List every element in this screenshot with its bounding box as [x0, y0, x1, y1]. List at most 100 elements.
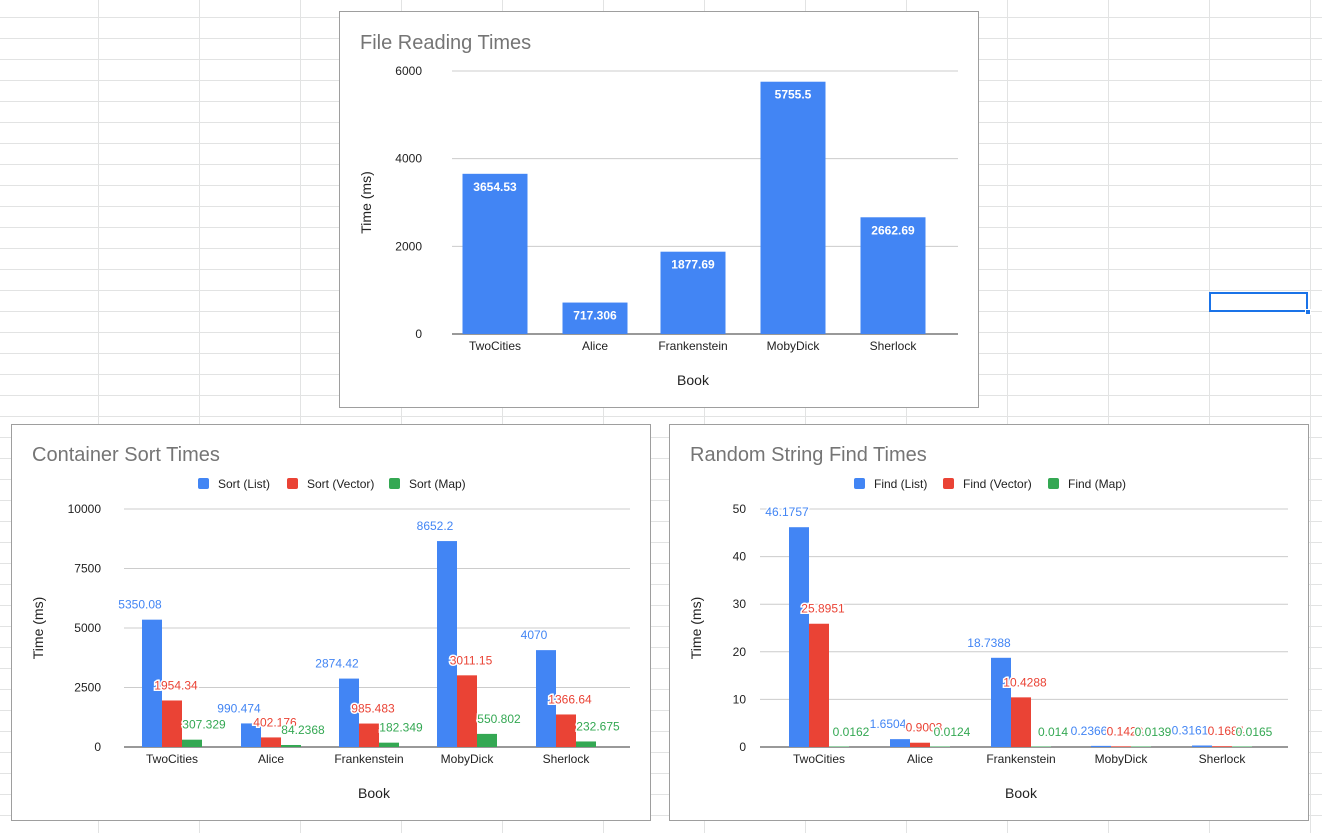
bar-find-map: [829, 746, 849, 747]
legend-label: Find (Vector): [963, 477, 1032, 491]
y-tick-label: 5000: [74, 621, 101, 635]
legend-label: Sort (Map): [409, 477, 466, 491]
legend-label: Find (List): [874, 477, 927, 491]
x-tick-label: Sherlock: [1199, 752, 1247, 766]
bar-value: [760, 81, 826, 334]
y-axis-title: Time (ms): [30, 597, 46, 659]
data-label: 717.306: [573, 309, 617, 323]
bar-find-vector: [1011, 697, 1031, 747]
bar-sort-list: [339, 678, 359, 747]
legend-label: Find (Map): [1068, 477, 1126, 491]
y-tick-label: 0: [415, 327, 422, 341]
data-label: 0.9003: [906, 721, 943, 735]
data-label: 1954.34: [154, 678, 198, 692]
bar-sort-list: [536, 650, 556, 747]
bar-sort-vector: [556, 714, 576, 747]
data-label: 2874.42: [315, 657, 359, 671]
data-label: 0.1684: [1208, 724, 1245, 738]
data-label: 307.329: [182, 718, 226, 732]
x-tick-label: MobyDick: [1095, 752, 1149, 766]
selected-cell[interactable]: [1209, 292, 1308, 312]
x-tick-label: Sherlock: [543, 752, 591, 766]
x-tick-label: Alice: [258, 752, 284, 766]
bar-find-list: [1091, 745, 1111, 747]
y-tick-label: 10: [733, 692, 747, 706]
legend-label: Sort (Vector): [307, 477, 374, 491]
x-axis-title: Book: [677, 372, 710, 388]
x-tick-label: Alice: [907, 752, 933, 766]
container-sort-times-chart[interactable]: Container Sort Times 0 2500 5000 7500 10000 Ti…: [11, 424, 651, 821]
data-label: 18.7388: [967, 636, 1011, 650]
data-label: 0.0162: [833, 725, 870, 739]
data-label: 182.349: [379, 721, 423, 735]
data-label: 8652.2: [417, 519, 454, 533]
chart-title: Container Sort Times: [32, 444, 220, 466]
legend-swatch: [943, 478, 954, 489]
chart-title: Random String Find Times: [690, 444, 927, 466]
x-tick-label: Frankenstein: [658, 339, 727, 353]
bar-sort-list: [142, 619, 162, 747]
data-label: 985.483: [351, 702, 395, 716]
bar-find-map: [1031, 746, 1051, 747]
y-tick-label: 7500: [74, 562, 101, 576]
data-label: 1366.64: [548, 692, 592, 706]
y-axis-title: Time (ms): [358, 171, 374, 233]
data-label: 0.0165: [1236, 725, 1273, 739]
data-label: 0.1423: [1107, 724, 1144, 738]
bar-sort-map: [576, 741, 596, 747]
data-label: 10.4288: [1003, 675, 1047, 689]
data-label: 84.2368: [281, 723, 325, 737]
random-string-find-times-chart[interactable]: Random String Find Times 0 10 20 30 40 50 Time …: [669, 424, 1309, 821]
bar-sort-map: [182, 739, 202, 747]
y-axis-title: Time (ms): [688, 597, 704, 659]
bar-find-list: [991, 657, 1011, 747]
x-tick-label: Frankenstein: [986, 752, 1055, 766]
file-reading-times-chart[interactable]: File Reading Times 0 2000 4000 6000 Time (ms)…: [339, 11, 979, 408]
x-axis-title: Book: [358, 785, 391, 801]
data-label: 5755.5: [775, 88, 812, 102]
data-label: 0.3161: [1172, 723, 1209, 737]
y-tick-label: 10000: [68, 502, 102, 516]
y-tick-label: 40: [733, 550, 747, 564]
bar-value: [462, 173, 528, 334]
chart-title: File Reading Times: [360, 32, 531, 54]
y-tick-label: 20: [733, 645, 747, 659]
file-reading-chart-svg: File Reading Times 0 2000 4000 6000 Time (ms)…: [358, 32, 958, 388]
legend-swatch: [854, 478, 865, 489]
data-label: 232.675: [576, 719, 620, 733]
bar-find-list: [1192, 745, 1212, 747]
legend-swatch: [287, 478, 298, 489]
x-tick-label: MobyDick: [441, 752, 495, 766]
x-tick-label: Frankenstein: [334, 752, 403, 766]
y-tick-label: 0: [739, 740, 746, 754]
bar-sort-vector: [261, 737, 281, 747]
bar-value: [860, 217, 926, 334]
x-tick-label: MobyDick: [767, 339, 821, 353]
data-label: 0.0124: [934, 725, 971, 739]
x-tick-label: TwoCities: [469, 339, 521, 353]
bar-sort-list: [241, 723, 261, 747]
data-label: 1877.69: [671, 258, 715, 272]
x-tick-label: Alice: [582, 339, 608, 353]
random-find-chart-svg: Random String Find Times 0 10 20 30 40 50 Time …: [688, 444, 1288, 801]
data-label: 0.014: [1038, 725, 1068, 739]
data-label: 46.1757: [765, 505, 809, 519]
cell-fill-handle[interactable]: [1305, 309, 1311, 315]
y-tick-label: 4000: [395, 152, 422, 166]
data-label: 5350.08: [118, 598, 162, 612]
bar-find-vector: [1212, 746, 1232, 747]
data-label: 3011.15: [450, 653, 493, 667]
y-tick-label: 0: [94, 740, 101, 754]
data-label: 550.802: [477, 712, 521, 726]
bar-sort-map: [477, 733, 497, 747]
bar-sort-map: [379, 742, 399, 747]
bar-find-vector: [910, 742, 930, 747]
x-tick-label: TwoCities: [793, 752, 845, 766]
bar-find-vector: [1111, 746, 1131, 747]
y-tick-label: 2000: [395, 239, 422, 253]
bar-sort-vector: [359, 723, 379, 747]
bar-find-map: [930, 746, 950, 747]
bar-sort-vector: [457, 675, 477, 747]
y-tick-label: 6000: [395, 64, 422, 78]
legend-swatch: [389, 478, 400, 489]
